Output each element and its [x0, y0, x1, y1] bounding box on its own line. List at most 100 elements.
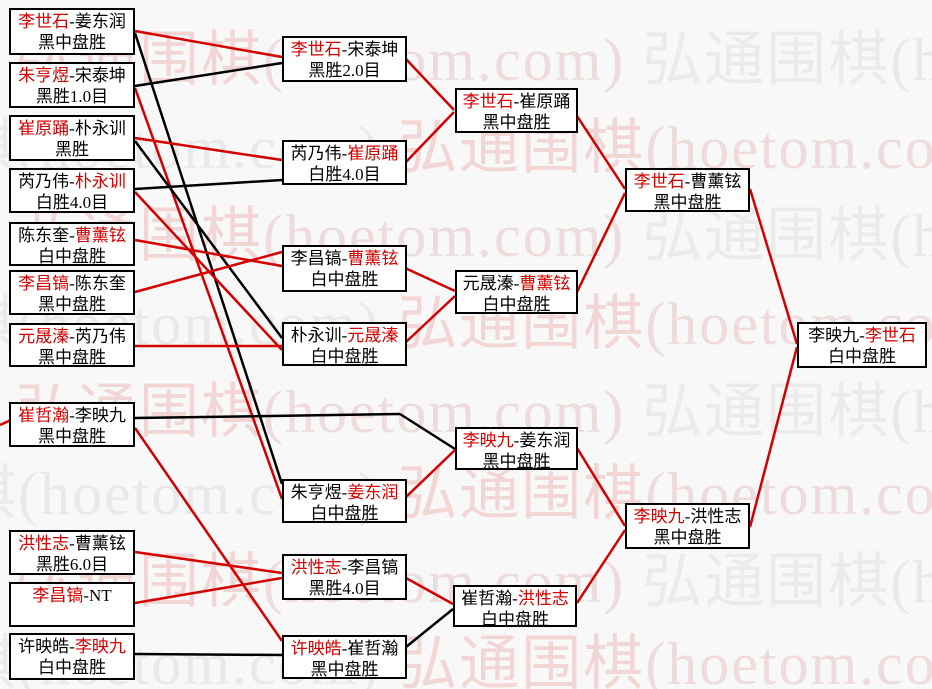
player-name-2: 崔哲瀚: [347, 639, 399, 658]
match-result: 白中盘胜: [310, 347, 379, 366]
match-box-C2: 元晟溱-曹薰铉 白中盘胜: [455, 270, 578, 314]
match-box-B5: 朱亨煜-姜东润 白中盘胜: [282, 479, 407, 523]
player-separator: -: [69, 274, 75, 293]
match-result: 黑中盘胜: [38, 33, 106, 52]
connector-line-A1-B5-black: [133, 32, 284, 485]
player-name-1: 元晟溱: [18, 327, 70, 346]
match-result: 黑中盘胜: [38, 295, 106, 314]
match-box-A7: 元晟溱-芮乃伟 黑中盘胜: [9, 323, 135, 367]
player-name-2: 洪性志: [517, 589, 569, 608]
player-name-1: 崔哲瀚: [18, 406, 70, 425]
connector-line-B1-C1-red: [404, 57, 455, 111]
match-box-E1: 李映九-李世石 白中盘胜: [797, 322, 927, 368]
player-separator: -: [69, 534, 75, 553]
connector-line-A4-B2-black: [134, 178, 283, 191]
player-separator: -: [341, 483, 348, 502]
player-name-1: 洪性志: [18, 534, 70, 553]
match-players: 陈东奎-曹薰铉: [11, 225, 133, 246]
match-box-A11: 许映皓-李映九 白中盘胜: [9, 633, 135, 680]
match-result: 白中盘胜: [828, 347, 896, 366]
player-separator: -: [341, 326, 348, 345]
player-separator: -: [684, 507, 691, 526]
player-separator: -: [69, 12, 75, 31]
player-name-2: 曹薰铉: [347, 249, 399, 268]
match-players: 李世石-姜东润: [11, 11, 133, 32]
player-name-1: 崔哲瀚: [461, 589, 513, 608]
connector-line-A10-B6-red: [134, 576, 283, 605]
match-players: 许映皓-崔哲瀚: [284, 638, 405, 659]
player-separator: -: [512, 589, 518, 608]
match-players: 崔原踊-朴永训: [11, 118, 133, 139]
connector-line-A2-B5-red: [133, 87, 284, 500]
connector-line-B2-C1-red: [404, 111, 455, 164]
player-name-1: 李世石: [462, 92, 514, 111]
match-players: 李昌镐-曹薰铉: [284, 248, 405, 269]
player-name-2: 曹薰铉: [74, 534, 126, 553]
connector-line-A11-B7-black: [134, 652, 283, 657]
player-separator: -: [69, 327, 75, 346]
match-result: 黑胜4.0目: [308, 579, 381, 598]
player-name-2: 崔原踊: [347, 144, 399, 163]
match-result: 白中盘胜: [38, 247, 106, 266]
match-result: 白胜4.0目: [308, 165, 381, 184]
player-name-2: 李昌镐: [347, 558, 399, 577]
connector-line-A6-B3-red: [134, 250, 283, 294]
match-players: 李世石-崔原踊: [457, 91, 576, 112]
player-separator: -: [69, 172, 75, 191]
connector-line-A8-C3-black: [134, 412, 401, 420]
match-players: 李映九-李世石: [799, 325, 925, 346]
player-separator: -: [69, 226, 75, 245]
match-players: 李世石-宋泰坤: [284, 39, 405, 60]
player-name-1: 李映九: [633, 507, 685, 526]
match-box-A10: 李昌镐-NT: [9, 582, 135, 627]
match-players: 芮乃伟-崔原踊: [284, 143, 405, 164]
player-name-1: 朱亨煜: [290, 483, 342, 502]
match-result: 白胜4.0目: [35, 193, 109, 212]
player-separator: -: [859, 326, 865, 345]
match-result: 黑中盘胜: [482, 452, 551, 471]
match-result: 黑中盘胜: [310, 660, 379, 679]
player-name-1: 李昌镐: [290, 249, 342, 268]
connector-line-A1-B1-red: [134, 29, 283, 59]
match-players: 朴永训-元晟溱: [284, 325, 405, 346]
player-separator: -: [69, 66, 75, 85]
player-name-1: 崔原踊: [18, 119, 70, 138]
player-name-2: 姜东润: [347, 483, 399, 502]
match-players: 李映九-姜东润: [457, 430, 576, 451]
match-box-B1: 李世石-宋泰坤 黑胜2.0目: [282, 36, 407, 82]
match-result: 黑中盘胜: [653, 528, 722, 547]
connector-line-A2-B1-black: [134, 61, 283, 88]
player-name-2: 崔原踊: [519, 92, 571, 111]
connector-line-B5-C3-red: [405, 449, 456, 498]
player-name-2: 朴永训: [74, 172, 126, 191]
player-name-1: 陈东奎: [18, 226, 70, 245]
player-name-2: 李映九: [74, 637, 126, 656]
match-players: 元晟溱-曹薰铉: [457, 273, 576, 294]
player-name-1: 李映九: [808, 326, 860, 345]
match-box-A4: 芮乃伟-朴永训 白胜4.0目: [9, 168, 135, 213]
match-box-C1: 李世石-崔原踊 黑中盘胜: [455, 88, 578, 133]
player-name-1: 李世石: [633, 172, 685, 191]
player-name-1: 洪性志: [290, 558, 342, 577]
player-name-2: 曹薰铉: [74, 226, 126, 245]
player-name-2: 曹薰铉: [690, 172, 742, 191]
match-box-D1: 李世石-曹薰铉 黑中盘胜: [625, 168, 750, 212]
match-players: 李昌镐-陈东奎: [11, 273, 133, 294]
match-box-B3: 李昌镐-曹薰铉 白中盘胜: [282, 245, 407, 292]
connector-line-D1-E1-red: [748, 188, 799, 345]
player-separator: -: [341, 144, 348, 163]
player-name-2: 元晟溱: [347, 326, 399, 345]
player-name-1: 许映皓: [18, 637, 70, 656]
match-result: 黑中盘胜: [38, 427, 106, 446]
player-name-1: 朱亨煜: [18, 66, 70, 85]
player-name-1: 李世石: [290, 40, 342, 59]
match-box-C3: 李映九-姜东润 黑中盘胜: [455, 427, 578, 471]
connector-line-B3-C2-red: [404, 266, 456, 293]
match-result: 黑胜1.0目: [35, 87, 109, 106]
match-box-B6: 洪性志-李昌镐 黑胜4.0目: [282, 554, 407, 600]
match-box-B4: 朴永训-元晟溱 白中盘胜: [282, 322, 407, 366]
connector-line-C1-D1-red: [575, 115, 627, 190]
player-name-1: 李世石: [18, 12, 70, 31]
